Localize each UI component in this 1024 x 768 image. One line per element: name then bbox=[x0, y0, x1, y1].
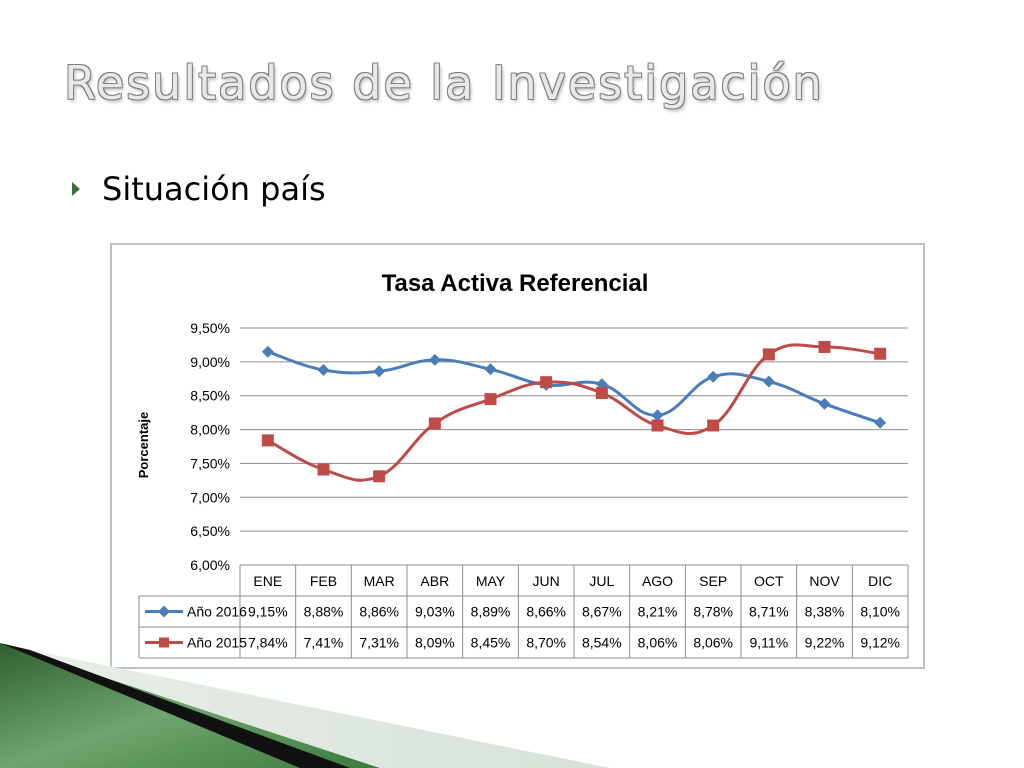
y-tick-label: 6,00% bbox=[190, 557, 230, 573]
data-label: 8,86% bbox=[359, 604, 399, 620]
data-point bbox=[818, 340, 831, 353]
data-label: 7,41% bbox=[304, 635, 344, 651]
data-label: 8,88% bbox=[304, 604, 344, 620]
data-point bbox=[818, 397, 831, 410]
y-tick-labels: 9,50% 9,00% 8,50% 8,00% 7,50% 7,00% 6,50% 6,00% bbox=[190, 320, 230, 573]
x-tick-label: ENE bbox=[253, 573, 282, 589]
data-label: 7,31% bbox=[359, 635, 399, 651]
data-label: 8,09% bbox=[415, 635, 455, 651]
data-point bbox=[707, 419, 720, 432]
data-point bbox=[707, 370, 720, 383]
legend-key-marker bbox=[158, 605, 170, 618]
data-point bbox=[762, 348, 775, 361]
data-point bbox=[317, 463, 330, 476]
data-label: 9,03% bbox=[415, 604, 455, 620]
bullet-text: Situación país bbox=[102, 170, 326, 208]
data-label: 8,10% bbox=[860, 604, 900, 620]
data-label: 8,78% bbox=[693, 604, 733, 620]
data-label: 8,89% bbox=[471, 604, 511, 620]
legend-label: Año 2016 bbox=[187, 604, 247, 620]
data-label: 8,71% bbox=[749, 604, 789, 620]
chart-frame: Tasa Activa Referencial Porcentaje 9,50%… bbox=[110, 243, 925, 669]
x-tick-label: NOV bbox=[809, 573, 840, 589]
x-tick-label: MAR bbox=[364, 573, 395, 589]
data-label: 8,66% bbox=[526, 604, 566, 620]
y-tick-label: 7,00% bbox=[190, 489, 230, 505]
data-label: 8,54% bbox=[582, 635, 622, 651]
series-line bbox=[267, 343, 881, 482]
y-tick-label: 9,00% bbox=[190, 354, 230, 370]
data-point bbox=[651, 419, 664, 432]
bullet-item: Situación país bbox=[72, 170, 326, 208]
data-label: 8,38% bbox=[805, 604, 845, 620]
line-chart: Tasa Activa Referencial Porcentaje 9,50%… bbox=[136, 270, 909, 659]
x-tick-label: OCT bbox=[754, 573, 784, 589]
x-tick-label: JUN bbox=[533, 573, 560, 589]
x-tick-label: SEP bbox=[699, 573, 727, 589]
data-point bbox=[261, 345, 274, 358]
data-point bbox=[762, 375, 775, 388]
data-point bbox=[428, 417, 441, 430]
series-group bbox=[261, 340, 887, 483]
gridlines bbox=[240, 327, 908, 566]
data-label: 7,84% bbox=[248, 635, 288, 651]
data-point bbox=[540, 376, 553, 389]
slide-title: Resultados de la Investigación bbox=[64, 56, 824, 110]
data-point bbox=[484, 363, 497, 376]
data-label: 8,70% bbox=[526, 635, 566, 651]
x-tick-label: MAY bbox=[476, 573, 506, 589]
data-label: 9,11% bbox=[749, 635, 788, 651]
y-tick-label: 7,50% bbox=[190, 455, 230, 471]
data-point bbox=[484, 393, 497, 406]
x-tick-label: AGO bbox=[642, 573, 673, 589]
data-point bbox=[595, 387, 608, 400]
data-label: 8,06% bbox=[693, 635, 733, 651]
data-label: 9,12% bbox=[860, 635, 900, 651]
legend-label: Año 2015 bbox=[187, 635, 247, 651]
data-point bbox=[317, 363, 330, 376]
y-tick-label: 6,50% bbox=[190, 523, 230, 539]
data-label: 8,67% bbox=[582, 604, 622, 620]
chart-title: Tasa Activa Referencial bbox=[382, 270, 649, 297]
data-label: 8,45% bbox=[471, 635, 511, 651]
x-tick-label: JUL bbox=[589, 573, 614, 589]
data-label: 8,21% bbox=[638, 604, 678, 620]
bullet-arrow-icon bbox=[72, 182, 80, 196]
x-tick-label: DIC bbox=[868, 573, 892, 589]
y-tick-label: 8,00% bbox=[190, 422, 230, 438]
data-point bbox=[373, 470, 386, 483]
y-axis-label: Porcentaje bbox=[136, 412, 151, 478]
data-point bbox=[651, 409, 664, 422]
data-point bbox=[373, 365, 386, 378]
series-line bbox=[267, 350, 881, 425]
legend-key-marker bbox=[159, 637, 169, 648]
data-point bbox=[874, 416, 887, 429]
x-tick-label: FEB bbox=[310, 573, 337, 589]
y-tick-label: 9,50% bbox=[190, 320, 230, 336]
y-tick-label: 8,50% bbox=[190, 388, 230, 404]
data-point bbox=[261, 434, 274, 447]
data-table: ENE FEB MAR ABR MAY JUN JUL AGO SEP OCT NOV DIC Año … bbox=[138, 565, 909, 659]
data-point bbox=[428, 353, 441, 366]
data-label: 9,15% bbox=[248, 604, 288, 620]
data-point bbox=[874, 347, 887, 360]
data-label: 9,22% bbox=[805, 635, 845, 651]
data-label: 8,06% bbox=[638, 635, 678, 651]
x-tick-label: ABR bbox=[420, 573, 449, 589]
